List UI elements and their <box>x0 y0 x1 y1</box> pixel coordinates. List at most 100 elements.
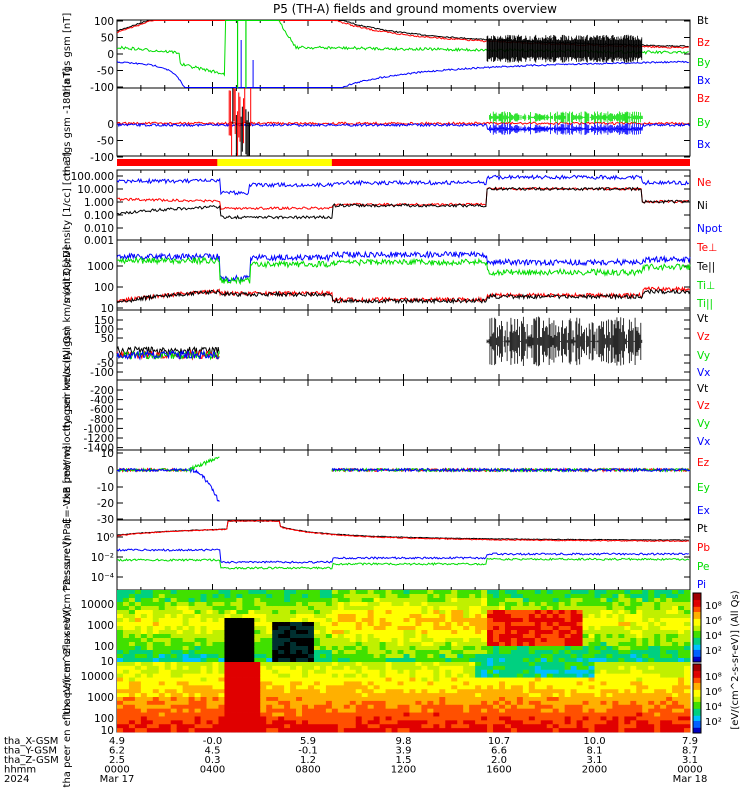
peir-flux-cell <box>296 618 303 623</box>
peir-flux-cell <box>272 606 279 611</box>
peir-flux-cell <box>385 618 392 623</box>
peer-flux-cell <box>212 708 219 713</box>
peir-flux-cell <box>319 630 327 635</box>
peir-flux-cell <box>343 630 351 635</box>
peir-flux-cell <box>331 602 339 607</box>
peir-flux-cell <box>624 614 631 619</box>
peir-flux-cell <box>272 626 279 631</box>
peer-flux-cell <box>212 665 219 671</box>
peir-flux-cell <box>445 590 452 595</box>
peir-flux-cell <box>170 634 178 639</box>
peer-flux-cell <box>296 669 303 675</box>
e-ex-line <box>116 467 188 473</box>
peer-flux-cell <box>463 669 470 675</box>
peir-flux-cell <box>457 614 464 619</box>
peir-flux-cell <box>582 630 589 635</box>
peer-flux-cell <box>200 712 207 717</box>
peir-flux-cell <box>487 626 494 631</box>
peer-flux-cell <box>260 712 267 717</box>
peir-flux-cell <box>463 646 470 651</box>
peer-flux-cell <box>212 697 219 702</box>
peir-flux-cell <box>272 622 279 627</box>
ytick-label-peir_velocity: -100 <box>90 367 114 379</box>
peir-flux-cell <box>630 634 637 639</box>
peer-flux-cell <box>290 662 297 667</box>
peir-flux-cell <box>218 646 225 651</box>
peer-flux-cell <box>355 665 363 671</box>
peir-flux-cell <box>504 658 512 663</box>
peer-flux-cell <box>582 677 589 682</box>
peir-flux-cell <box>558 622 566 627</box>
peer-flux-cell <box>284 712 291 717</box>
peir-flux-cell <box>415 638 422 643</box>
peer-flux-cell <box>290 677 297 682</box>
peer-flux-cell <box>212 662 219 667</box>
peer-flux-cell <box>373 728 381 733</box>
peer-flux-cell <box>170 677 178 682</box>
peir-flux-cell <box>272 658 279 663</box>
peer-flux-cell <box>499 673 506 678</box>
peir-flux-cell <box>487 630 494 635</box>
peer-flux-cell <box>678 662 685 667</box>
peir-flux-cell <box>248 642 255 647</box>
peir-flux-cell <box>403 658 410 663</box>
peir-flux-cell <box>302 590 309 595</box>
peir-flux-cell <box>642 638 649 643</box>
peir-flux-cell <box>666 590 673 595</box>
peir-flux-cell <box>355 626 363 631</box>
peer-flux-cell <box>355 704 363 710</box>
peir-flux-cell <box>427 598 434 603</box>
ytick-label-peer_velocity: -1400 <box>83 443 114 455</box>
peer-flux-cell <box>284 716 291 721</box>
peer-flux-cell <box>343 673 351 678</box>
peir-flux-cell <box>504 622 512 627</box>
peir-flux-cell <box>684 630 691 635</box>
peir-flux-cell <box>510 614 518 619</box>
peir-flux-cell <box>343 638 351 643</box>
peer-flux-cell <box>385 669 392 675</box>
peir-flux-cell <box>600 646 607 651</box>
peir-flux-cell <box>576 614 583 619</box>
peir-flux-cell <box>278 634 285 639</box>
peir-flux-cell <box>457 622 464 627</box>
peir-flux-cell <box>290 622 297 627</box>
peir-flux-cell <box>463 634 470 639</box>
peer-flux-cell <box>343 689 351 694</box>
peir-flux-cell <box>451 638 458 643</box>
peir-flux-cell <box>678 630 685 635</box>
peir-flux-cell <box>260 650 267 655</box>
peir-flux-cell <box>236 610 243 615</box>
peir-flux-cell <box>403 634 410 639</box>
peir-flux-cell <box>188 610 195 615</box>
peir-flux-cell <box>128 598 136 603</box>
peer-flux-cell <box>194 716 201 721</box>
peir-flux-cell <box>516 594 524 599</box>
peer-flux-cell <box>630 662 637 667</box>
peir-flux-cell <box>439 602 446 607</box>
peer-flux-cell <box>612 677 619 682</box>
peer-flux-cell <box>319 685 327 690</box>
peer-flux-cell <box>457 700 464 706</box>
peir-flux-cell <box>284 630 291 635</box>
peer-flux-cell <box>648 685 655 690</box>
peer-flux-cell <box>194 689 201 694</box>
peer-flux-cell <box>164 673 172 678</box>
peer-flux-cell <box>469 728 476 733</box>
peir-flux-cell <box>117 598 124 603</box>
peir-flux-cell <box>331 590 339 595</box>
peir-flux-cell <box>409 606 416 611</box>
peer-flux-cell <box>481 697 488 702</box>
peir-flux-cell <box>403 626 410 631</box>
peer-flux-cell <box>552 708 560 713</box>
peir-flux-cell <box>451 658 458 663</box>
peir-flux-cell <box>469 634 476 639</box>
peer-flux-cell <box>516 697 524 702</box>
peer-flux-cell <box>636 685 643 690</box>
peir-flux-cell <box>373 658 381 663</box>
peer-flux-cell <box>493 685 500 690</box>
peer-flux-cell <box>481 665 488 671</box>
peir-flux-cell <box>182 642 190 647</box>
peer-flux-cell <box>290 712 297 717</box>
peer-flux-cell <box>421 669 428 675</box>
legend-density-Npot: Npot <box>697 223 722 235</box>
